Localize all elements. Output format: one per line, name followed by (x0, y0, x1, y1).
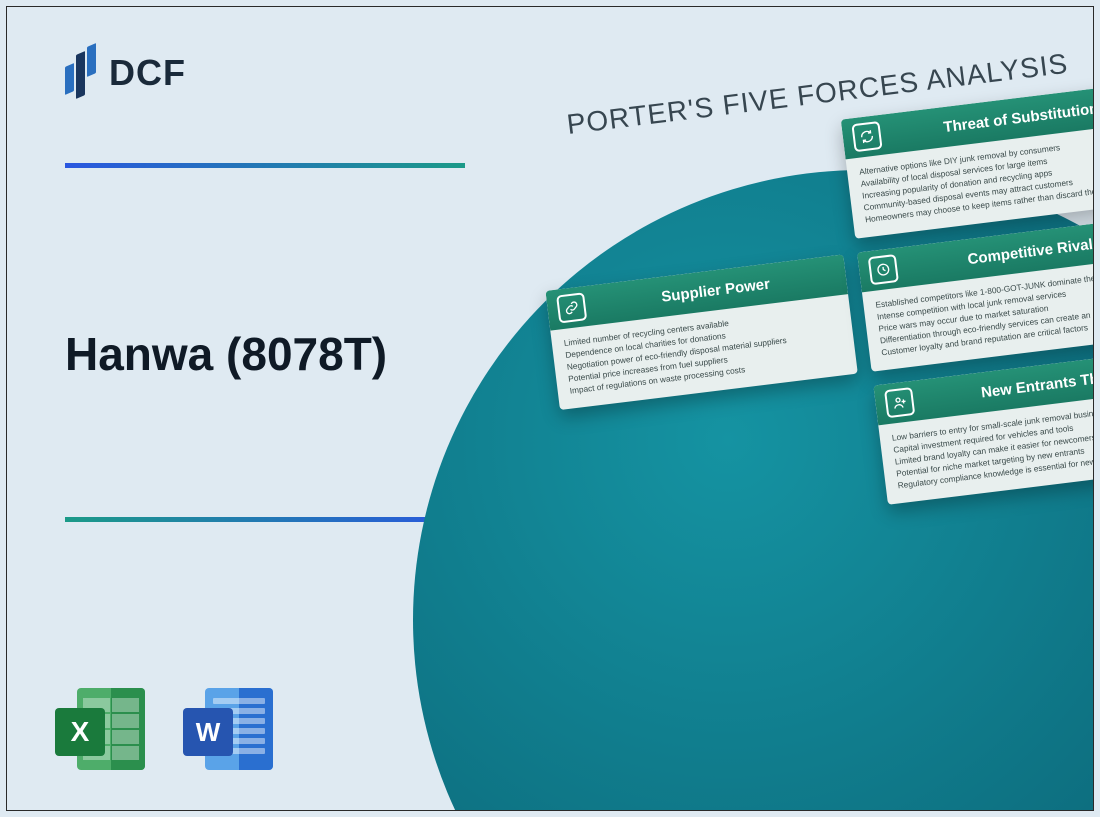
page-title: Hanwa (8078T) (65, 327, 387, 381)
card-supplier: Supplier Power Limited number of recycli… (545, 254, 857, 410)
word-badge-letter: W (183, 708, 233, 756)
analysis-panel: PORTER'S FIVE FORCES ANALYSIS Threat of … (478, 37, 1094, 549)
card-entrants: New Entrants Threat Low barriers to entr… (873, 347, 1094, 505)
card-rivalry: Competitive Rivalry Established competit… (857, 214, 1094, 372)
link-icon (556, 292, 587, 323)
logo: DCF (65, 45, 186, 101)
word-icon[interactable]: W (183, 684, 283, 778)
divider-top (65, 163, 465, 168)
page-frame: DCF Hanwa (8078T) X W PORTER'S FIVE FORC… (6, 6, 1094, 811)
divider-bottom (65, 517, 465, 522)
clock-icon (868, 254, 899, 285)
excel-badge-letter: X (55, 708, 105, 756)
logo-text: DCF (109, 52, 186, 94)
excel-icon[interactable]: X (55, 684, 155, 778)
app-icons-row: X W (55, 684, 283, 778)
refresh-icon (851, 121, 882, 152)
logo-bars-icon (65, 45, 99, 101)
cards-grid: Threat of Substitution Alternative optio… (483, 81, 1094, 549)
card-substitution: Threat of Substitution Alternative optio… (841, 81, 1094, 239)
user-plus-icon (884, 387, 915, 418)
card-title: New Entrants Threat (922, 359, 1094, 408)
